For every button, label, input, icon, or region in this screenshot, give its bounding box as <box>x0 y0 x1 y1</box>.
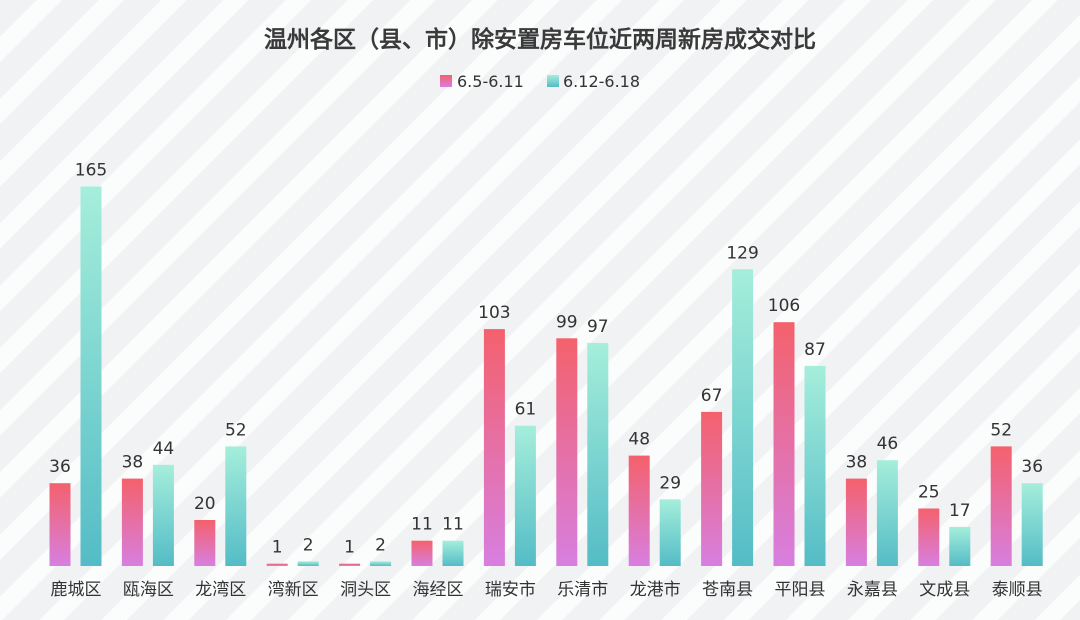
chart-title: 温州各区（县、市）除安置房车位近两周新房成交对比 <box>264 26 816 53</box>
legend: 6.5-6.11 6.12-6.18 <box>440 72 640 91</box>
bar-series-1 <box>918 508 940 566</box>
bar-series-1 <box>990 446 1012 566</box>
data-label: 87 <box>804 340 826 360</box>
category-label: 乐清市 <box>557 580 608 600</box>
legend-swatch-series-1 <box>440 75 452 87</box>
data-label: 48 <box>628 430 650 450</box>
bar-series-2 <box>659 499 681 566</box>
bar-series-2 <box>297 561 319 566</box>
bar-series-1 <box>483 329 505 566</box>
data-label: 2 <box>375 535 386 555</box>
bar-series-1 <box>339 563 361 566</box>
bar-series-2 <box>370 561 392 566</box>
bar-series-1 <box>49 483 71 566</box>
category-label: 永嘉县 <box>847 580 898 600</box>
bar-series-2 <box>442 540 464 566</box>
category-label: 文成县 <box>919 580 970 600</box>
legend-swatch-series-2 <box>547 75 559 87</box>
category-label: 泰顺县 <box>992 580 1043 600</box>
bar-series-1 <box>411 540 433 566</box>
category-label: 鹿城区 <box>51 580 102 600</box>
bar-series-2 <box>804 365 826 566</box>
data-label: 11 <box>442 515 464 535</box>
data-label: 25 <box>918 483 940 503</box>
data-label: 38 <box>846 453 868 473</box>
category-labels-group: 鹿城区 瓯海区 龙湾区 湾新区 洞头区 海经区 瑞安市 乐清市 龙港市 苍南县 平阳县 永嘉县 文成县 泰… <box>51 580 1043 600</box>
data-label: 36 <box>1021 457 1043 477</box>
bar-series-2 <box>514 425 536 566</box>
bar-series-1 <box>556 338 578 566</box>
category-label: 湾新区 <box>268 580 319 600</box>
data-label: 1 <box>344 538 355 558</box>
data-label: 29 <box>659 473 681 493</box>
category-label: 瑞安市 <box>485 580 536 600</box>
bar-series-2 <box>732 269 754 566</box>
bar-series-1 <box>266 563 288 566</box>
bar-series-2 <box>152 464 174 566</box>
bar-series-2 <box>876 460 898 566</box>
data-label: 46 <box>877 434 899 454</box>
legend-label-series-1: 6.5-6.11 <box>457 72 524 91</box>
bar-series-2 <box>80 186 102 566</box>
category-label: 龙湾区 <box>195 580 246 600</box>
category-label: 洞头区 <box>340 580 391 600</box>
category-label: 瓯海区 <box>123 580 174 600</box>
data-label: 103 <box>478 303 510 323</box>
data-label: 36 <box>49 457 71 477</box>
data-label: 106 <box>768 296 800 316</box>
data-label: 38 <box>122 453 144 473</box>
data-label: 67 <box>701 386 723 406</box>
bar-series-2 <box>587 342 609 566</box>
bar-series-2 <box>949 526 971 566</box>
category-label: 龙港市 <box>630 580 681 600</box>
category-label: 苍南县 <box>702 580 753 600</box>
data-label: 11 <box>411 515 433 535</box>
data-label: 165 <box>75 161 107 181</box>
data-label: 129 <box>726 243 758 263</box>
data-label: 20 <box>194 494 216 514</box>
bar-series-2 <box>225 446 247 566</box>
bars-group <box>49 186 1043 566</box>
bar-series-1 <box>845 478 867 566</box>
bar-series-1 <box>628 455 650 566</box>
bar-series-1 <box>121 478 143 566</box>
category-label: 海经区 <box>413 580 464 600</box>
bar-series-1 <box>194 520 216 566</box>
bar-series-2 <box>1021 483 1043 566</box>
data-label: 1 <box>272 538 283 558</box>
data-label: 17 <box>949 501 971 521</box>
data-label: 52 <box>990 420 1012 440</box>
data-label: 44 <box>153 439 175 459</box>
data-label: 52 <box>225 420 247 440</box>
bar-series-1 <box>701 411 723 566</box>
bar-series-1 <box>773 322 795 566</box>
data-label: 61 <box>515 400 537 420</box>
data-label: 97 <box>587 317 609 337</box>
category-label: 平阳县 <box>775 580 826 600</box>
legend-label-series-2: 6.12-6.18 <box>563 72 640 91</box>
data-label: 99 <box>556 312 578 332</box>
data-label: 2 <box>303 535 314 555</box>
